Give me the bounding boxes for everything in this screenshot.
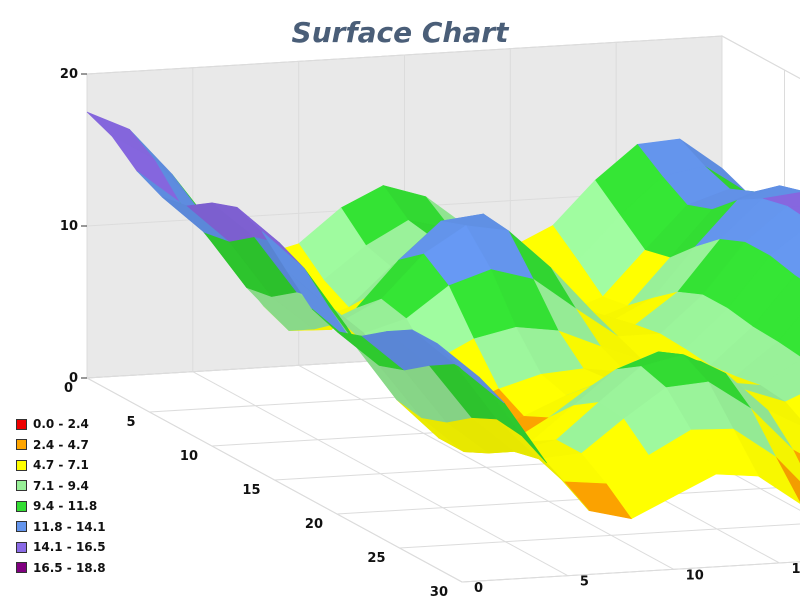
surface-cell (436, 343, 505, 404)
legend: 0.0 - 2.4 2.4 - 4.7 4.7 - 7.1 7.1 - 9.4 9.4 … (16, 414, 106, 578)
z-tick-label: 10 (60, 219, 78, 234)
legend-label: 9.4 - 11.8 (33, 499, 98, 514)
y-tick-label: 5 (580, 575, 589, 590)
x-tick-label: 0 (64, 381, 73, 396)
legend-item: 0.0 - 2.4 (16, 414, 106, 435)
x-tick-label: 20 (305, 517, 323, 532)
x-tick-label: 10 (180, 449, 198, 464)
legend-swatch (16, 480, 27, 492)
legend-label: 16.5 - 18.8 (33, 560, 106, 575)
legend-item: 2.4 - 4.7 (16, 435, 106, 456)
legend-item: 7.1 - 9.4 (16, 476, 106, 497)
y-tick-label: 0 (474, 581, 483, 596)
legend-swatch (16, 418, 27, 430)
legend-swatch (16, 459, 27, 471)
legend-label: 4.7 - 7.1 (33, 458, 89, 473)
legend-swatch (16, 521, 27, 533)
legend-swatch (16, 562, 27, 574)
legend-swatch (16, 500, 27, 512)
y-tick-label: 15 (792, 562, 800, 577)
chart-title: Surface Chart (291, 16, 509, 49)
grid-floor-y (298, 364, 674, 570)
surface-cell (794, 271, 800, 280)
legend-swatch (16, 541, 27, 553)
x-tick-label: 5 (126, 415, 135, 430)
tick-labels: 05101520253005101520253001020 (60, 67, 800, 600)
legend-label: 14.1 - 16.5 (33, 540, 106, 555)
surface-cell (784, 394, 800, 420)
legend-item: 16.5 - 18.8 (16, 558, 106, 579)
z-tick-label: 0 (69, 371, 78, 386)
surface-mesh (86, 111, 800, 520)
legend-label: 2.4 - 4.7 (33, 437, 89, 452)
legend-item: 14.1 - 16.5 (16, 537, 106, 558)
legend-label: 7.1 - 9.4 (33, 478, 89, 493)
legend-item: 9.4 - 11.8 (16, 496, 106, 517)
legend-item: 4.7 - 7.1 (16, 455, 106, 476)
x-tick-label: 25 (367, 551, 385, 566)
grid-floor-y (192, 371, 569, 577)
y-tick-label: 10 (686, 568, 704, 583)
z-tick-label: 20 (60, 67, 78, 82)
legend-swatch (16, 439, 27, 451)
x-tick-label: 30 (430, 585, 448, 600)
legend-item: 11.8 - 14.1 (16, 517, 106, 538)
legend-label: 11.8 - 14.1 (33, 519, 106, 534)
grid-floor-y (86, 377, 463, 583)
x-tick-label: 15 (242, 483, 260, 498)
grid-z (86, 35, 800, 80)
legend-label: 0.0 - 2.4 (33, 417, 89, 432)
